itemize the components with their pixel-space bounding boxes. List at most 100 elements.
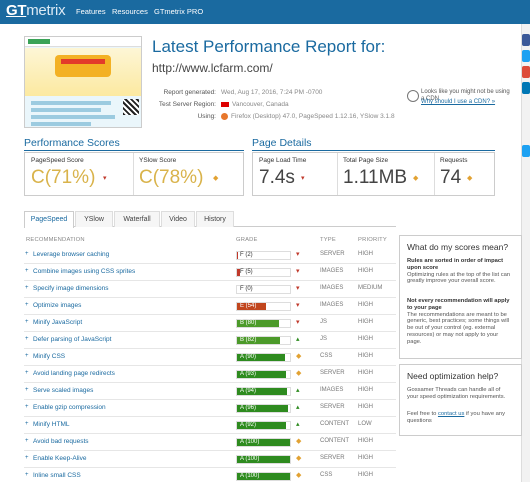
- table-row[interactable]: + Leverage browser caching F (2) ▾ SERVER HIG…: [24, 247, 396, 264]
- rule-priority: HIGH: [358, 353, 373, 359]
- table-row[interactable]: + Serve scaled images A (94) ▴ IMAGES HIGH: [24, 383, 396, 400]
- expand-plus-icon[interactable]: +: [25, 302, 29, 308]
- grade-bar: B (80): [236, 319, 291, 328]
- rule-name[interactable]: Avoid landing page redirects: [33, 370, 115, 377]
- nav-resources-link[interactable]: Resources: [112, 7, 148, 16]
- rule-type: JS: [320, 336, 328, 342]
- grade-bar: F (5): [236, 268, 291, 277]
- rule-priority: HIGH: [358, 251, 373, 257]
- rule-type: JS: [320, 319, 328, 325]
- grade-bar: E (54): [236, 302, 291, 311]
- page-size-label: Total Page Size: [343, 157, 389, 164]
- rule-name[interactable]: Combine images using CSS sprites: [33, 268, 136, 275]
- rule-name[interactable]: Leverage browser caching: [33, 251, 110, 258]
- not-every-note: Not every recommendation will apply to y…: [407, 298, 510, 345]
- table-row[interactable]: + Enable gzip compression A (96) ▴ SERVER HIG…: [24, 400, 396, 417]
- grade-label: A (90): [240, 354, 257, 360]
- expand-plus-icon[interactable]: +: [25, 336, 29, 342]
- rule-type: IMAGES: [320, 268, 344, 274]
- expand-plus-icon[interactable]: +: [25, 421, 29, 427]
- cdn-why-link[interactable]: Why should I use a CDN? »: [421, 99, 496, 105]
- trend-down-icon: ▾: [296, 319, 300, 326]
- table-row[interactable]: + Avoid landing page redirects A (93) ◆ SERV…: [24, 366, 396, 383]
- grade-fill: [237, 337, 280, 344]
- expand-plus-icon[interactable]: +: [25, 472, 29, 478]
- grade-bar: A (93): [236, 370, 291, 379]
- expand-plus-icon[interactable]: +: [25, 387, 29, 393]
- rule-priority: HIGH: [358, 455, 373, 461]
- gtmetrix-logo[interactable]: GTmetrix: [6, 2, 66, 19]
- rule-name[interactable]: Minify JavaScript: [33, 319, 83, 326]
- rule-priority: HIGH: [358, 472, 373, 478]
- rule-name[interactable]: Serve scaled images: [33, 387, 94, 394]
- report-title: Latest Performance Report for:: [152, 37, 386, 56]
- table-row[interactable]: + Specify image dimensions F (0) ▾ IMAGES MED…: [24, 281, 396, 298]
- rule-priority: HIGH: [358, 302, 373, 308]
- tab-waterfall[interactable]: Waterfall: [114, 211, 160, 227]
- scores-divider: [24, 150, 244, 151]
- expand-plus-icon[interactable]: +: [25, 404, 29, 410]
- yslow-score-value: C(78%): [139, 167, 204, 188]
- rule-name[interactable]: Minify HTML: [33, 421, 70, 428]
- table-row[interactable]: + Avoid bad requests A (100) ◆ CONTENT HIGH: [24, 434, 396, 451]
- table-row[interactable]: + Inline small CSS A (100) ◆ CSS HIGH: [24, 468, 396, 482]
- table-row[interactable]: + Minify HTML A (92) ▴ CONTENT LOW: [24, 417, 396, 434]
- expand-plus-icon[interactable]: +: [25, 455, 29, 461]
- using-label: Using:: [197, 113, 216, 120]
- grade-bar: A (96): [236, 404, 291, 413]
- expand-plus-icon[interactable]: +: [25, 268, 29, 274]
- rule-name[interactable]: Avoid bad requests: [33, 438, 89, 445]
- tab-yslow[interactable]: YSlow: [75, 211, 113, 227]
- tab-video[interactable]: Video: [161, 211, 195, 227]
- rule-name[interactable]: Defer parsing of JavaScript: [33, 336, 112, 343]
- grade-bar: B (82): [236, 336, 291, 345]
- share-facebook-icon[interactable]: [522, 34, 530, 46]
- table-row[interactable]: + Enable Keep-Alive A (100) ◆ SERVER HIGH: [24, 451, 396, 468]
- grade-fill: [237, 422, 286, 429]
- rule-name[interactable]: Optimize images: [33, 302, 82, 309]
- table-row[interactable]: + Combine images using CSS sprites F (5) ▾ I…: [24, 264, 396, 281]
- share-google-icon[interactable]: [522, 66, 530, 78]
- generated-label: Report generated:: [163, 89, 216, 96]
- rule-priority: LOW: [358, 421, 372, 427]
- share-twitter-icon[interactable]: [522, 50, 530, 62]
- firefox-icon: [221, 113, 228, 120]
- rule-name[interactable]: Minify CSS: [33, 353, 66, 360]
- expand-plus-icon[interactable]: +: [25, 251, 29, 257]
- share-twitter-icon-2[interactable]: [522, 145, 530, 157]
- expand-plus-icon[interactable]: +: [25, 370, 29, 376]
- expand-plus-icon[interactable]: +: [25, 438, 29, 444]
- grade-fill: [237, 303, 266, 310]
- expand-plus-icon[interactable]: +: [25, 319, 29, 325]
- rule-name[interactable]: Enable Keep-Alive: [33, 455, 87, 462]
- rule-name[interactable]: Specify image dimensions: [33, 285, 109, 292]
- nav-features-link[interactable]: Features: [76, 7, 106, 16]
- help-title: Need optimization help?: [407, 371, 499, 381]
- grade-label: A (94): [240, 388, 257, 394]
- table-row[interactable]: + Optimize images E (54) ▾ IMAGES HIGH: [24, 298, 396, 315]
- generated-value: Wed, Aug 17, 2016, 7:24 PM -0700: [221, 89, 323, 96]
- trend-up-icon: ▴: [296, 404, 300, 411]
- tab-pagespeed[interactable]: PageSpeed: [24, 211, 74, 228]
- table-row[interactable]: + Defer parsing of JavaScript B (82) ▴ JS HIG…: [24, 332, 396, 349]
- nav-pro-link[interactable]: GTmetrix PRO: [154, 7, 204, 16]
- grade-bar: F (2): [236, 251, 291, 260]
- grade-label: F (2): [240, 252, 253, 258]
- expand-plus-icon[interactable]: +: [25, 353, 29, 359]
- rule-name[interactable]: Inline small CSS: [33, 472, 81, 479]
- grade-fill: [237, 354, 285, 361]
- grade-fill: [237, 388, 287, 395]
- rule-type: SERVER: [320, 251, 345, 257]
- expand-plus-icon[interactable]: +: [25, 285, 29, 291]
- grade-label: A (100): [240, 473, 260, 479]
- contact-us-link[interactable]: contact us: [437, 411, 465, 417]
- performance-scores-title: Performance Scores: [24, 137, 120, 149]
- table-row[interactable]: + Minify CSS A (90) ◆ CSS HIGH: [24, 349, 396, 366]
- table-row[interactable]: + Minify JavaScript B (80) ▾ JS HIGH: [24, 315, 396, 332]
- trend-up-icon: ▴: [296, 387, 300, 394]
- rule-name[interactable]: Enable gzip compression: [33, 404, 106, 411]
- rule-priority: HIGH: [358, 268, 373, 274]
- tab-history[interactable]: History: [196, 211, 234, 227]
- grade-label: A (92): [240, 422, 257, 428]
- share-linkedin-icon[interactable]: [522, 82, 530, 94]
